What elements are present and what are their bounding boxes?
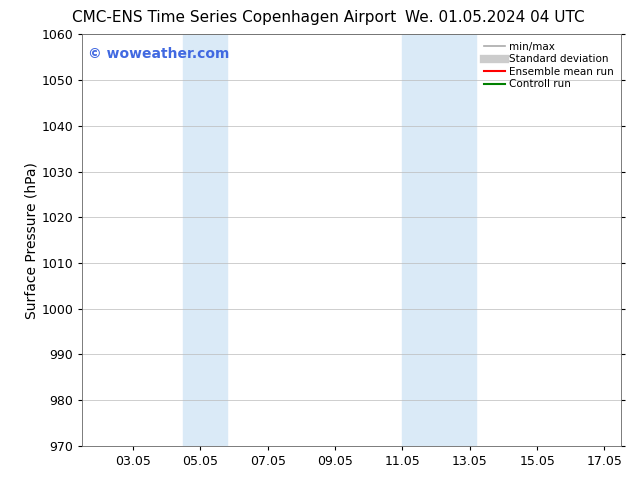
Text: We. 01.05.2024 04 UTC: We. 01.05.2024 04 UTC <box>404 10 585 25</box>
Legend: min/max, Standard deviation, Ensemble mean run, Controll run: min/max, Standard deviation, Ensemble me… <box>480 37 618 94</box>
Bar <box>183 34 227 446</box>
Bar <box>403 34 477 446</box>
Text: CMC-ENS Time Series Copenhagen Airport: CMC-ENS Time Series Copenhagen Airport <box>72 10 397 25</box>
Text: © woweather.com: © woweather.com <box>87 47 229 61</box>
Y-axis label: Surface Pressure (hPa): Surface Pressure (hPa) <box>25 162 39 318</box>
